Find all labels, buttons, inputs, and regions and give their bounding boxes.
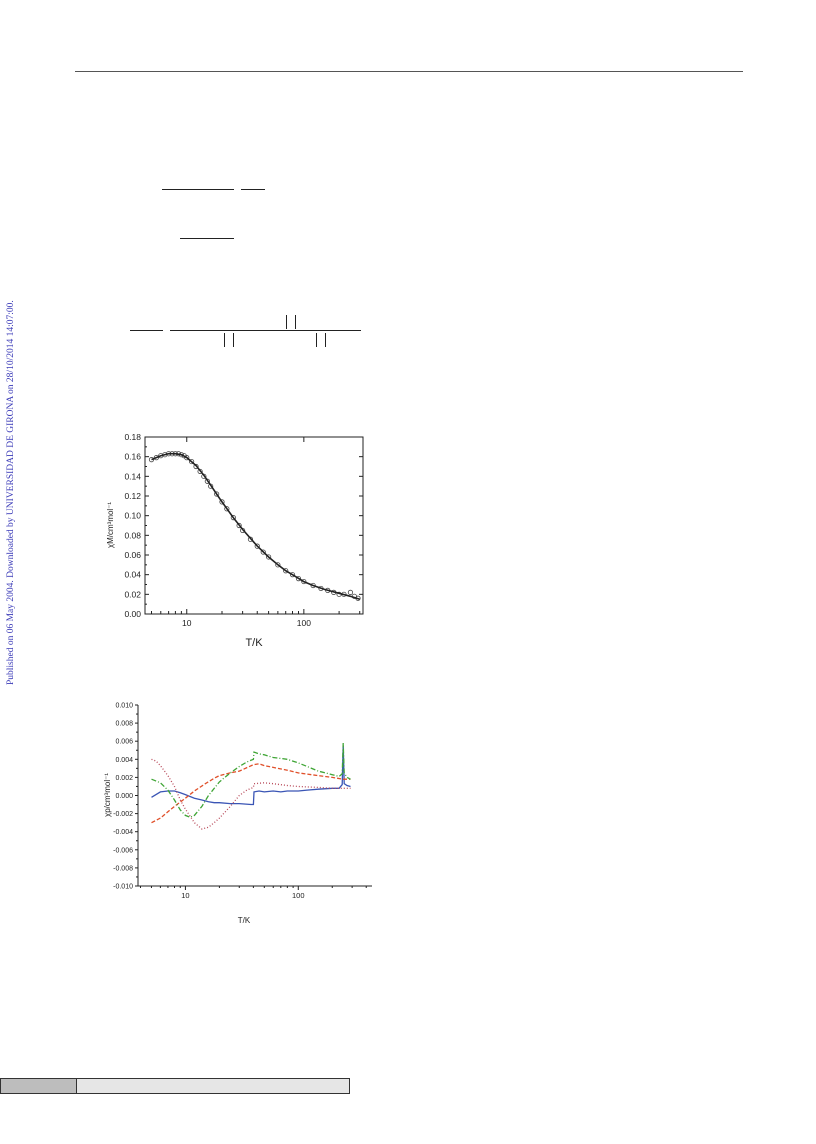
y-tick-label: 0.010 <box>115 703 133 710</box>
data-point <box>230 515 236 521</box>
y-tick-label: 0.000 <box>115 793 133 800</box>
y-axis-label: χM/cm³mol⁻¹ <box>106 502 115 549</box>
footer-bar <box>0 1078 350 1094</box>
fit-line <box>151 452 360 601</box>
footer-bar-right <box>77 1079 349 1093</box>
data-point <box>347 589 354 595</box>
y-tick-label: 0.12 <box>124 491 141 501</box>
paramagnetic-contribution-chart: -0.010 -0.008 -0.006 -0.004 -0.002 0.000 0.002… <box>103 703 372 925</box>
data-point <box>260 549 266 555</box>
y-tick-label: 0.18 <box>124 432 141 442</box>
y-tick-label: -0.008 <box>113 865 133 872</box>
y-tick-label: 0.006 <box>115 739 133 746</box>
data-point <box>224 506 230 512</box>
y-tick-label: 0.14 <box>124 471 141 481</box>
y-tick-label: -0.010 <box>113 884 133 891</box>
series-line-dash-dot <box>151 742 351 818</box>
data-point <box>219 499 225 505</box>
x-tick-label: 100 <box>297 618 311 628</box>
y-tick-label: 0.00 <box>124 609 141 619</box>
data-point <box>197 468 203 475</box>
susceptibility-chart: 0.00 0.02 0.04 0.06 0.08 0.10 0.12 0.14 0.16 0.18… <box>106 432 364 649</box>
footer-bar-left <box>1 1079 77 1093</box>
header-rule <box>75 71 743 72</box>
x-tick-label: 10 <box>181 891 189 900</box>
equation-abs-bar <box>295 315 296 329</box>
equation-fraction-bar <box>241 189 265 190</box>
equation-fraction-bar <box>162 189 234 190</box>
data-point <box>148 457 155 463</box>
data-point <box>289 572 296 578</box>
y-axis-label: χp/cm³mol⁻¹ <box>103 773 112 817</box>
x-axis-label: T/K <box>238 916 251 925</box>
equation-abs-bar <box>224 333 225 347</box>
equation-abs-bar <box>286 315 287 329</box>
y-tick-label: 0.004 <box>115 757 133 764</box>
plot-frame <box>144 436 364 615</box>
y-tick-label: 0.10 <box>124 511 141 521</box>
equation-fraction-bar <box>130 330 163 331</box>
y-tick-label: 0.02 <box>124 589 141 599</box>
data-point <box>247 536 254 542</box>
equation-fraction-bar <box>180 238 234 239</box>
data-point <box>193 463 199 470</box>
y-tick-label: 0.16 <box>124 452 141 462</box>
data-point <box>254 543 260 549</box>
x-axis-label: T/K <box>245 637 263 649</box>
series-line-dashed <box>151 763 351 824</box>
data-point <box>214 491 220 497</box>
y-tick-label: 0.008 <box>115 721 133 728</box>
y-tick-label: -0.004 <box>113 829 133 836</box>
data-point <box>265 554 272 560</box>
x-tick-label: 10 <box>182 618 192 628</box>
y-tick-label: 0.06 <box>124 550 141 560</box>
y-tick-label: 0.002 <box>115 775 133 782</box>
equation-abs-bar <box>233 333 234 347</box>
y-tick-label: 0.04 <box>124 570 141 580</box>
series-line-dotted <box>151 758 351 830</box>
data-point <box>295 576 302 582</box>
equation-abs-bar <box>316 333 317 347</box>
y-tick-label: -0.006 <box>113 847 133 854</box>
y-tick-label: 0.08 <box>124 530 141 540</box>
equation-abs-bar <box>325 333 326 347</box>
data-point <box>188 458 195 465</box>
data-point <box>275 562 281 568</box>
data-point <box>184 455 190 461</box>
series-line-solid <box>151 745 351 806</box>
x-tick-label: 100 <box>292 891 305 900</box>
data-point <box>236 522 242 529</box>
y-tick-label: -0.002 <box>113 811 133 818</box>
data-point <box>301 578 307 585</box>
data-point <box>283 568 289 574</box>
download-watermark: Published on 06 May 2004. Downloaded by … <box>6 300 16 685</box>
equation-fraction-bar <box>170 330 361 331</box>
